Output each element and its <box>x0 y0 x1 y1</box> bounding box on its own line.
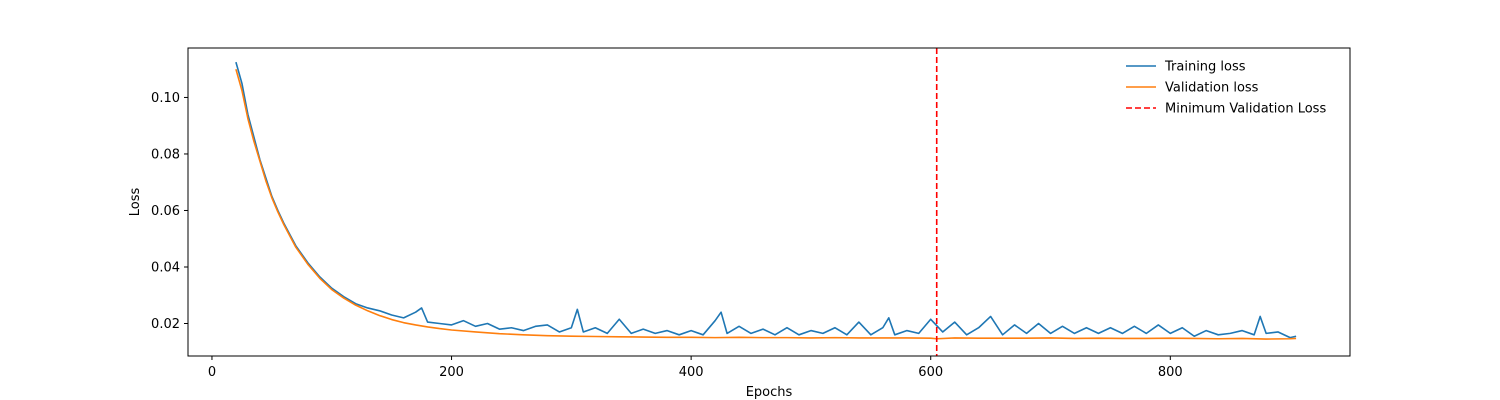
legend-label-validation-loss: Validation loss <box>1165 81 1259 96</box>
x-tick-label: 400 <box>679 365 704 380</box>
y-axis-ticks: 0.02 0.04 0.06 0.08 0.10 <box>151 91 188 332</box>
series-line-training-loss <box>235 61 1297 339</box>
y-tick-label: 0.08 <box>151 147 180 162</box>
x-tick-label: 800 <box>1158 365 1183 380</box>
y-tick-label: 0.02 <box>151 317 180 332</box>
y-tick-label: 0.06 <box>151 204 180 219</box>
y-tick-label: 0.04 <box>151 260 180 275</box>
plot-area <box>187 47 1351 357</box>
legend-label-minimum-validation-loss: Minimum Validation Loss <box>1165 102 1326 117</box>
series-lines <box>235 61 1297 340</box>
y-axis-label: Loss <box>128 188 143 217</box>
x-tick-label: 0 <box>208 365 216 380</box>
series-line-validation-loss <box>235 68 1297 340</box>
x-tick-label: 200 <box>439 365 464 380</box>
x-tick-label: 600 <box>918 365 943 380</box>
y-tick-label: 0.10 <box>151 91 180 106</box>
legend-label-training-loss: Training loss <box>1164 60 1246 75</box>
x-axis-ticks: 0 200 400 600 800 <box>208 356 1183 380</box>
legend: Training loss Validation loss Minimum Va… <box>1126 60 1326 117</box>
x-axis-label: Epochs <box>746 385 793 400</box>
axes-frame <box>187 47 1351 357</box>
